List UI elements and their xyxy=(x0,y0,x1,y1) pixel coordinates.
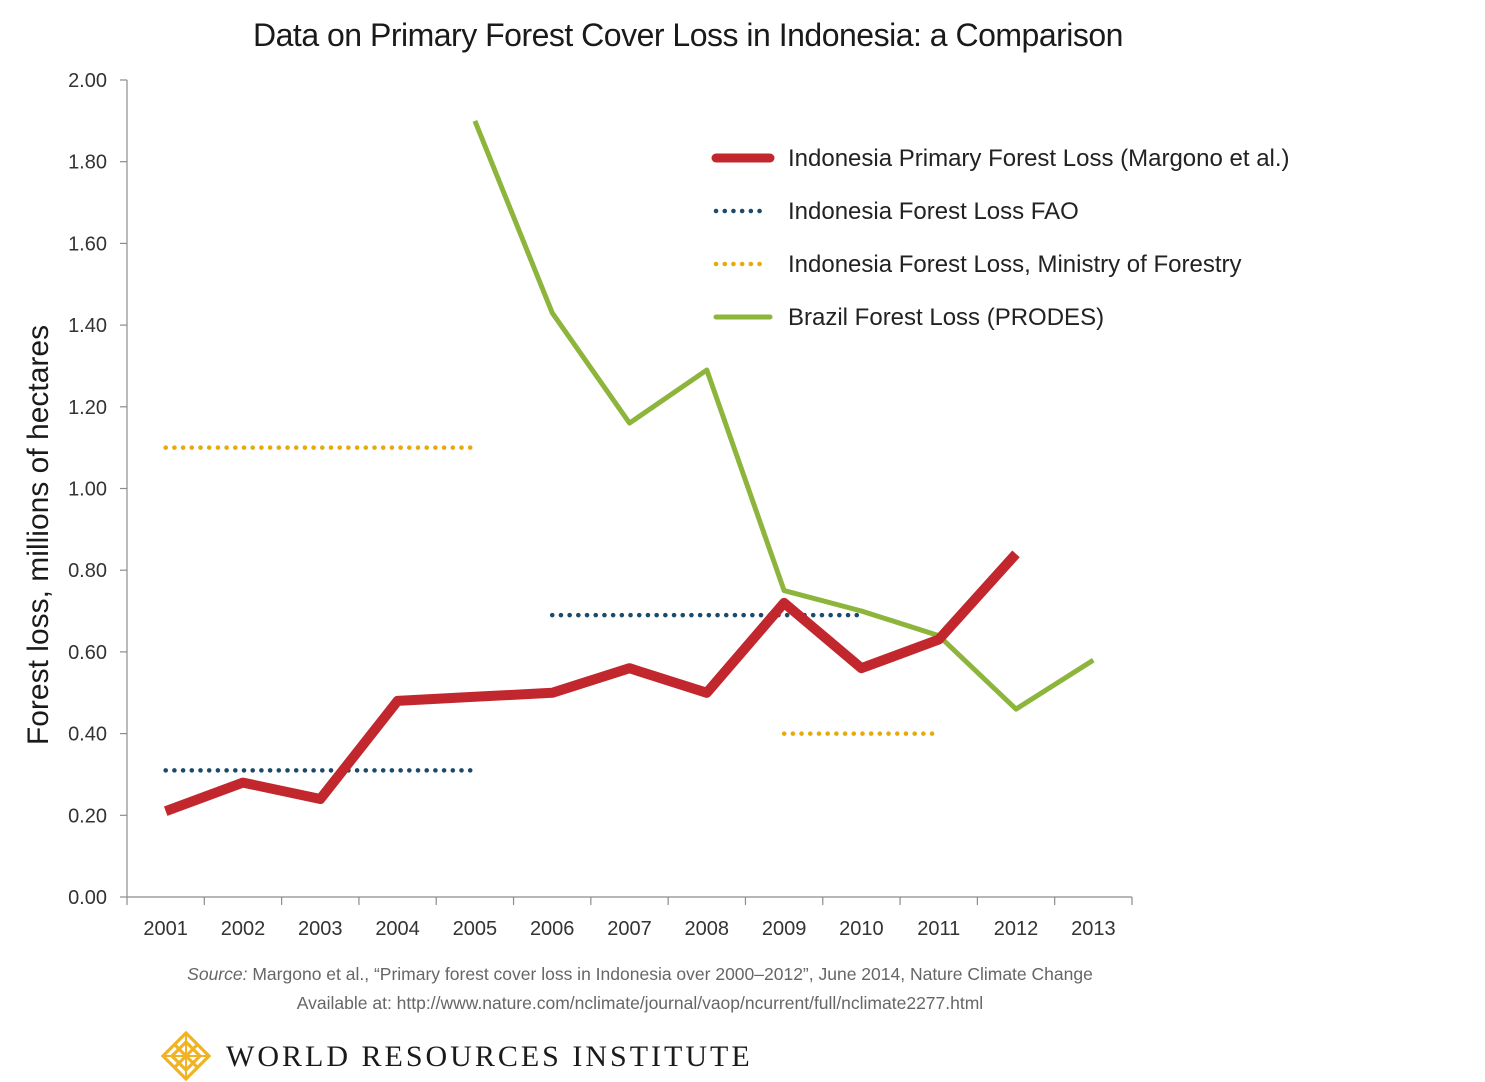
x-tick-label: 2012 xyxy=(994,918,1039,940)
series-line xyxy=(472,119,1095,712)
y-tick-label: 0.20 xyxy=(68,805,107,827)
legend: Indonesia Primary Forest Loss (Margono e… xyxy=(711,145,1290,331)
y-tick-label: 0.00 xyxy=(68,887,107,909)
x-tick-label: 2010 xyxy=(839,918,884,940)
source-url: Available at: http://www.nature.com/ncli… xyxy=(296,993,984,1013)
legend-label: Indonesia Forest Loss FAO xyxy=(788,198,1079,225)
y-tick-label: 1.00 xyxy=(68,479,107,501)
legend-label: Brazil Forest Loss (PRODES) xyxy=(788,304,1104,331)
source-prefix: Source: xyxy=(187,964,248,984)
x-tick-label: 2005 xyxy=(453,918,498,940)
x-tick-label: 2013 xyxy=(1071,918,1116,940)
y-tick-label: 1.40 xyxy=(68,315,107,337)
y-tick-label: 0.80 xyxy=(68,560,107,582)
x-tick-label: 2001 xyxy=(143,918,188,940)
wri-knot-logo-icon xyxy=(160,1030,212,1082)
y-tick-label: 2.00 xyxy=(68,70,107,92)
legend-label: Indonesia Primary Forest Loss (Margono e… xyxy=(788,145,1290,172)
legend-label: Indonesia Forest Loss, Ministry of Fores… xyxy=(788,251,1242,278)
source-citation: Margono et al., “Primary forest cover lo… xyxy=(252,964,1093,984)
organization-name: WORLD RESOURCES INSTITUTE xyxy=(226,1040,753,1073)
x-tick-label: 2011 xyxy=(917,918,960,940)
y-axis-label: Forest loss, millions of hectares xyxy=(22,325,55,745)
y-tick-label: 1.20 xyxy=(68,397,107,419)
source-note: Source: Margono et al., “Primary forest … xyxy=(0,964,1280,985)
y-tick-label: 0.60 xyxy=(68,642,107,664)
axes: 0.00 0.20 0.40 0.60 0.80 1.00 1.20 1.40 1.60 1.80… xyxy=(68,70,1133,940)
x-tick-label: 2009 xyxy=(762,918,807,940)
x-tick-label: 2006 xyxy=(530,918,575,940)
x-tick-label: 2003 xyxy=(298,918,343,940)
x-tick-label: 2004 xyxy=(375,918,420,940)
series-line xyxy=(163,550,1020,816)
y-tick-label: 1.80 xyxy=(68,152,107,174)
y-tick-label: 1.60 xyxy=(68,233,107,255)
x-tick-label: 2002 xyxy=(221,918,266,940)
series-layer xyxy=(163,119,1095,816)
x-tick-label: 2007 xyxy=(607,918,652,940)
y-tick-label: 0.40 xyxy=(68,724,107,746)
chart-title: Data on Primary Forest Cover Loss in Ind… xyxy=(253,17,1123,53)
x-tick-label: 2008 xyxy=(685,918,730,940)
